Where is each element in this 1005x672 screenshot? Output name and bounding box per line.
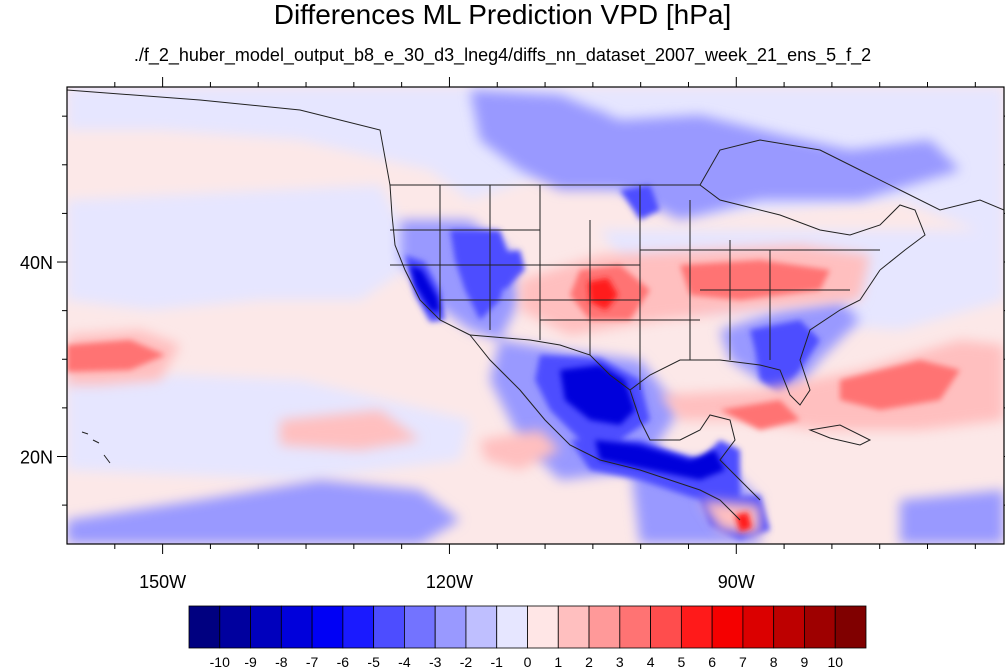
- colorbar-label: -5: [367, 654, 380, 670]
- colorbar-label: 6: [708, 654, 716, 670]
- colorbar-swatch: [588, 605, 621, 649]
- colorbar-label: -9: [244, 654, 257, 670]
- colorbar-swatch: [219, 605, 251, 649]
- colorbar-label: -4: [398, 654, 411, 670]
- colorbar-label: -1: [491, 654, 504, 670]
- colorbar-swatch: [804, 605, 836, 649]
- colorbar-label: -10: [210, 654, 230, 670]
- colorbar-label: 4: [647, 654, 655, 670]
- colorbar-label: 5: [677, 654, 685, 670]
- colorbar-swatch: [650, 605, 682, 649]
- colorbar-swatch: [496, 605, 528, 649]
- colorbar-label: 8: [770, 654, 778, 670]
- dark-red-regions: [588, 278, 752, 532]
- colorbar-swatch: [342, 605, 375, 649]
- colorbar-swatch: [373, 605, 405, 649]
- colorbar-swatch: [188, 605, 221, 649]
- colorbar-swatch: [280, 605, 313, 649]
- colorbar-swatch: [527, 605, 559, 649]
- colorbar-label: 0: [524, 654, 532, 670]
- colorbar: [188, 605, 867, 649]
- colorbar-label: -3: [429, 654, 442, 670]
- colorbar-label: 2: [585, 654, 593, 670]
- colorbar-swatch: [680, 605, 713, 649]
- colorbar-label: -2: [460, 654, 473, 670]
- colorbar-swatch: [619, 605, 651, 649]
- map-title: Differences ML Prediction VPD [hPa]: [273, 0, 732, 30]
- colorbar-swatch: [711, 605, 744, 649]
- map-frame: [66, 86, 1005, 545]
- latitude-label: 40N: [20, 253, 53, 273]
- colorbar-label: -7: [306, 654, 319, 670]
- colorbar-swatch: [742, 605, 775, 649]
- longitude-label: 150W: [139, 572, 186, 592]
- map-subtitle: ./f_2_huber_model_output_b8_e_30_d3_lneg…: [133, 45, 872, 65]
- colorbar-label: 1: [554, 654, 562, 670]
- colorbar-swatch: [434, 605, 467, 649]
- colorbar-label: -8: [275, 654, 288, 670]
- colorbar-swatch: [773, 605, 805, 649]
- colorbar-swatch: [465, 605, 498, 649]
- colorbar-swatch: [250, 605, 282, 649]
- colorbar-label: 10: [827, 654, 843, 670]
- colorbar-label: 3: [616, 654, 624, 670]
- colorbar-label: 7: [739, 654, 747, 670]
- longitude-label: 90W: [718, 572, 755, 592]
- colorbar-swatch: [557, 605, 590, 649]
- colorbar-swatch: [404, 605, 436, 649]
- colorbar-label: 9: [801, 654, 809, 670]
- colorbar-swatch: [834, 605, 867, 649]
- longitude-label: 120W: [426, 572, 473, 592]
- axis-ticks: [57, 77, 1005, 554]
- colorbar-swatch: [311, 605, 344, 649]
- country-state-borders: [67, 89, 1004, 521]
- map-plot-area: [67, 87, 1004, 544]
- axis-tick-labels: 150W 120W 90W 40N 20N: [20, 253, 755, 592]
- colorbar-label: -6: [337, 654, 350, 670]
- latitude-label: 20N: [20, 447, 53, 467]
- colorbar-labels: -10 -9 -8 -7 -6 -5 -4 -3 -2 -1 0 1 2 3 4 5 6 7 8 9 10: [210, 654, 844, 670]
